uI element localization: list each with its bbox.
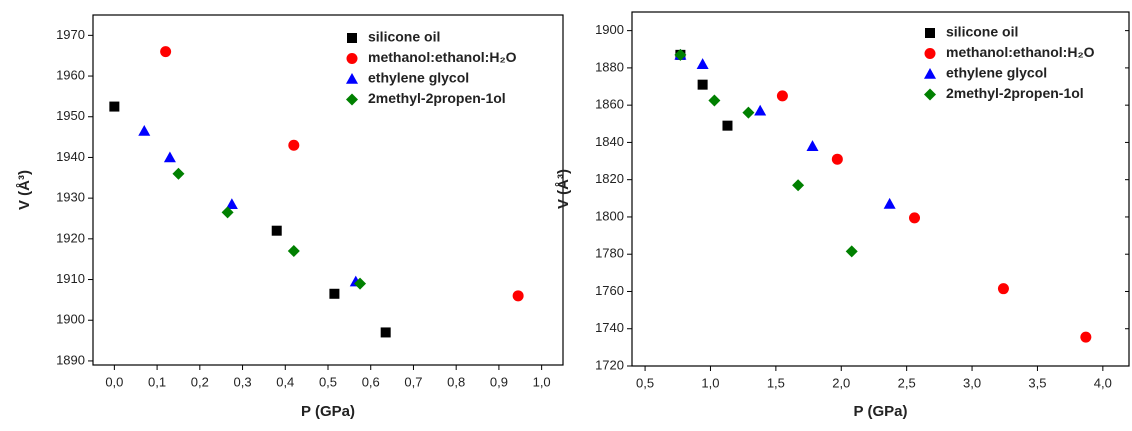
x-tick-label: 0,2 — [191, 374, 209, 389]
y-tick-label: 1780 — [595, 246, 624, 261]
x-tick-label: 0,1 — [148, 374, 166, 389]
x-tick-label: 1,0 — [533, 374, 551, 389]
legend-label: 2methyl-2propen-1ol — [368, 90, 506, 106]
marker — [329, 288, 340, 299]
y-tick-label: 1950 — [56, 108, 85, 123]
y-tick-label: 1960 — [56, 67, 85, 82]
marker — [776, 90, 788, 102]
marker — [909, 212, 921, 224]
marker — [831, 153, 843, 165]
x-axis-label: P (GPa) — [301, 403, 355, 420]
marker — [1080, 331, 1092, 343]
marker — [138, 124, 151, 136]
x-tick-label: 0,6 — [362, 374, 380, 389]
marker — [845, 245, 858, 258]
marker — [163, 151, 176, 163]
x-tick-label: 2,0 — [832, 375, 850, 390]
plot-frame — [92, 14, 564, 366]
x-tick-label: 3,0 — [963, 375, 981, 390]
x-axis-label: P (GPa) — [854, 403, 908, 420]
y-tick-label: 1880 — [595, 59, 624, 74]
legend-label: ethylene glycol — [368, 70, 469, 86]
y-tick-label: 1860 — [595, 97, 624, 112]
marker — [697, 79, 708, 90]
x-tick-label: 2,5 — [898, 375, 916, 390]
legend-label: methanol:ethanol:H₂O — [368, 49, 517, 65]
y-tick-label: 1800 — [595, 208, 624, 223]
y-axis-label: V (Å³) — [16, 170, 33, 210]
legend-label: ethylene glycol — [946, 65, 1047, 81]
marker — [380, 327, 391, 338]
legend-label: silicone oil — [946, 24, 1018, 40]
y-tick-label: 1720 — [595, 357, 624, 372]
y-axis-label: V (Å³) — [555, 169, 572, 209]
marker — [754, 104, 767, 116]
x-tick-label: 0,4 — [276, 374, 294, 389]
legend-label: methanol:ethanol:H₂O — [946, 44, 1095, 60]
y-tick-label: 1910 — [56, 271, 85, 286]
x-tick-label: 0,0 — [105, 374, 123, 389]
y-tick-label: 1940 — [56, 149, 85, 164]
marker — [924, 88, 936, 101]
x-tick-label: 4,0 — [1094, 375, 1112, 390]
plot-frame — [631, 11, 1130, 367]
y-tick-label: 1760 — [595, 283, 624, 298]
marker — [271, 225, 282, 236]
marker — [696, 58, 709, 69]
marker — [160, 46, 172, 58]
y-tick-label: 1840 — [595, 134, 624, 149]
marker — [806, 140, 819, 151]
marker — [722, 120, 733, 131]
marker — [997, 283, 1009, 295]
x-tick-label: 0,8 — [447, 374, 465, 389]
y-tick-label: 1930 — [56, 190, 85, 205]
x-tick-label: 0,5 — [319, 374, 337, 389]
y-tick-label: 1920 — [56, 230, 85, 245]
marker — [287, 245, 300, 258]
marker — [288, 139, 300, 151]
marker — [925, 28, 935, 38]
y-tick-label: 1740 — [595, 320, 624, 335]
legend-label: 2methyl-2propen-1ol — [946, 85, 1084, 101]
marker — [924, 48, 936, 59]
x-tick-label: 0,5 — [636, 375, 654, 390]
marker — [512, 290, 524, 302]
x-tick-label: 0,7 — [404, 374, 422, 389]
marker — [792, 179, 805, 192]
x-tick-label: 1,0 — [701, 375, 719, 390]
x-tick-label: 0,3 — [234, 374, 252, 389]
marker — [924, 68, 936, 79]
marker — [742, 106, 755, 119]
marker — [346, 53, 358, 64]
x-tick-label: 3,5 — [1028, 375, 1046, 390]
marker — [674, 48, 687, 61]
marker — [354, 277, 367, 290]
legend-label: silicone oil — [368, 29, 440, 45]
marker — [225, 198, 238, 210]
chart: 0,0 0,1 0,2 0,3 0,4 0,5 0,6 0,7 0,8 0,9 1,0 1890 190… — [16, 14, 564, 420]
marker — [346, 93, 358, 106]
x-tick-label: 1,5 — [767, 375, 785, 390]
x-tick-label: 0,9 — [490, 374, 508, 389]
marker — [346, 73, 358, 84]
marker — [109, 101, 120, 112]
marker — [883, 197, 896, 209]
marker — [347, 33, 357, 43]
marker — [172, 167, 185, 180]
y-tick-label: 1970 — [56, 27, 85, 42]
chart: 0,5 1,0 1,5 2,0 2,5 3,0 3,5 4,0 1720 1740 1760 1780… — [555, 11, 1130, 420]
y-tick-label: 1890 — [56, 352, 85, 367]
y-tick-label: 1900 — [595, 22, 624, 37]
y-tick-label: 1820 — [595, 171, 624, 186]
y-tick-label: 1900 — [56, 312, 85, 327]
marker — [708, 94, 721, 107]
marker — [221, 206, 234, 219]
